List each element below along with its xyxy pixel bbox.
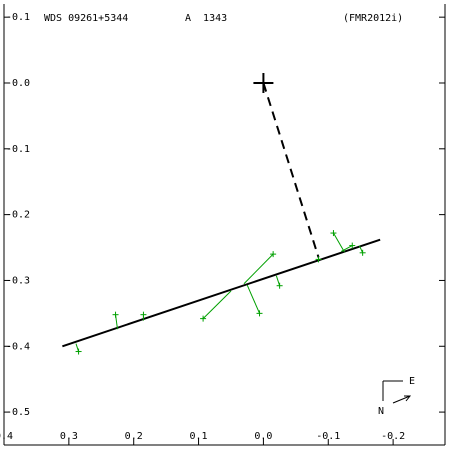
orbit-line <box>62 238 381 348</box>
observation-point <box>330 230 337 237</box>
residual-line <box>275 275 281 286</box>
orbit-curve <box>62 82 381 348</box>
periastron-line <box>262 82 320 258</box>
axes: -0.1 -0.0 -0.1 -0.2 -0.3 -0.4 -0.5 0.4 0.3 0.2 0.1… <box>0 4 446 446</box>
observation-point <box>256 310 263 317</box>
compass-north-label: N <box>378 406 384 417</box>
y-tick-label: -0.3 <box>6 275 30 286</box>
x-tick-label: -0.2 <box>381 431 405 442</box>
observation-point <box>112 311 119 318</box>
residual-line <box>358 245 364 254</box>
y-tick-label: -0.4 <box>6 341 30 352</box>
x-tick-label: 0.3 <box>60 431 78 442</box>
y-tick-label: -0.0 <box>6 78 30 89</box>
markers <box>75 72 366 355</box>
y-tick-label: -0.1 <box>6 12 30 23</box>
orbit-reference: (FMR2012i) <box>343 13 403 24</box>
observation-point <box>75 348 82 355</box>
residual-line <box>202 290 232 319</box>
observation-point <box>276 282 283 289</box>
x-tick-label: 0.1 <box>190 431 208 442</box>
observation-point <box>315 256 322 263</box>
x-tick-label: -0.1 <box>316 431 340 442</box>
y-tick-label: -0.5 <box>6 407 30 418</box>
wds-designation: WDS 09261+5344 <box>44 13 128 24</box>
x-tick-label: 0.0 <box>254 431 272 442</box>
residual-line <box>333 232 345 253</box>
y-tick-label: -0.1 <box>6 144 30 155</box>
compass-motion-arrow <box>392 395 411 404</box>
observation-point <box>349 242 356 249</box>
residual-line <box>340 245 353 252</box>
y-tick-label: -0.2 <box>6 210 30 221</box>
primary-star <box>253 72 274 93</box>
x-tick-label: 0.4 <box>0 431 13 442</box>
observation-point <box>140 311 147 318</box>
observation-point <box>270 251 277 258</box>
x-tick-label: 0.2 <box>125 431 143 442</box>
compass-east-label: E <box>409 376 415 387</box>
residual-line <box>246 284 260 314</box>
observation-point <box>359 249 366 256</box>
discoverer-designation: A 1343 <box>185 13 227 24</box>
residual-line <box>243 253 274 285</box>
compass <box>382 380 412 404</box>
observation-point <box>200 315 207 322</box>
residuals <box>75 232 364 352</box>
compass-arrow-head <box>404 395 412 402</box>
